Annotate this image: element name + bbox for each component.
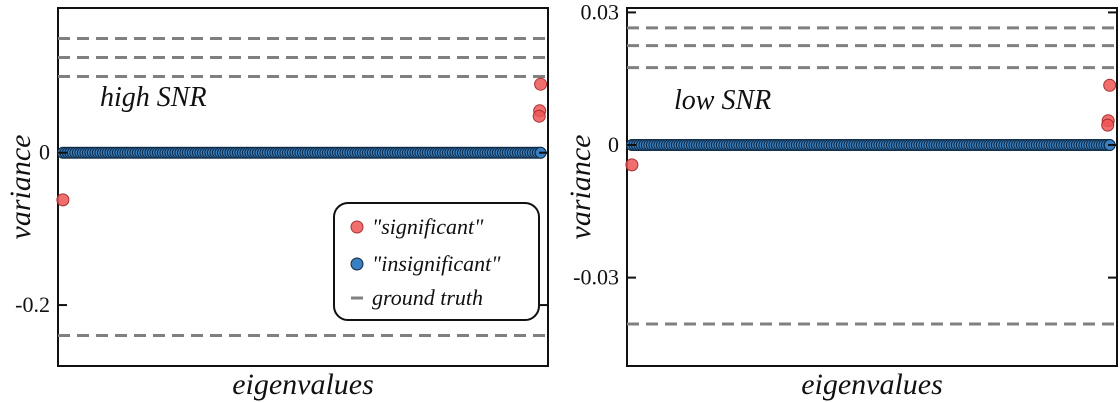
y-tick-label: 0 bbox=[608, 132, 619, 157]
significant-point bbox=[1103, 78, 1117, 92]
y-tick-label: -0.2 bbox=[15, 292, 50, 317]
plot-frame bbox=[57, 7, 549, 367]
legend-ground-truth-label: ground truth bbox=[372, 285, 483, 310]
plot-frame bbox=[626, 7, 1118, 367]
x-axis-label: eigenvalues bbox=[801, 368, 943, 401]
x-axis-label: eigenvalues bbox=[232, 368, 374, 401]
annotation-high-snr: high SNR bbox=[100, 82, 207, 113]
y-axis-label: variance bbox=[4, 135, 37, 240]
chart-panel-low-snr: 0.03 0 -0.03 low SNR eigenvalues variance bbox=[564, 0, 1118, 401]
y-tick-label: -0.03 bbox=[573, 265, 619, 290]
y-tick-label: 0.03 bbox=[581, 0, 620, 24]
y-ticks: 0.03 0 -0.03 bbox=[573, 0, 1117, 290]
legend-insignificant-marker bbox=[350, 257, 364, 271]
ground-truth-lines bbox=[627, 26, 1117, 326]
y-axis-label: variance bbox=[564, 135, 597, 240]
legend: "significant" "insignificant" ground tru… bbox=[333, 202, 540, 321]
legend-significant-label: "significant" bbox=[372, 214, 484, 239]
insignificant-series bbox=[625, 139, 1116, 152]
significant-series bbox=[56, 77, 548, 207]
annotation-low-snr: low SNR bbox=[674, 85, 771, 116]
legend-box bbox=[333, 202, 540, 321]
ground-truth-lines bbox=[58, 36, 548, 338]
significant-series bbox=[625, 78, 1117, 172]
significant-point bbox=[625, 158, 639, 172]
y-tick-label: 0 bbox=[39, 140, 50, 165]
significant-point bbox=[534, 77, 548, 91]
significant-point bbox=[1101, 118, 1115, 132]
significant-point bbox=[56, 193, 70, 207]
significant-point bbox=[532, 109, 546, 123]
legend-insignificant-label: "insignificant" bbox=[372, 251, 501, 276]
legend-significant-marker bbox=[350, 220, 364, 234]
chart-panel-high-snr: 0 -0.2 high SNR eigenvalues variance "sig… bbox=[4, 7, 549, 401]
insignificant-series bbox=[56, 146, 547, 159]
y-ticks: 0 -0.2 bbox=[15, 140, 548, 317]
